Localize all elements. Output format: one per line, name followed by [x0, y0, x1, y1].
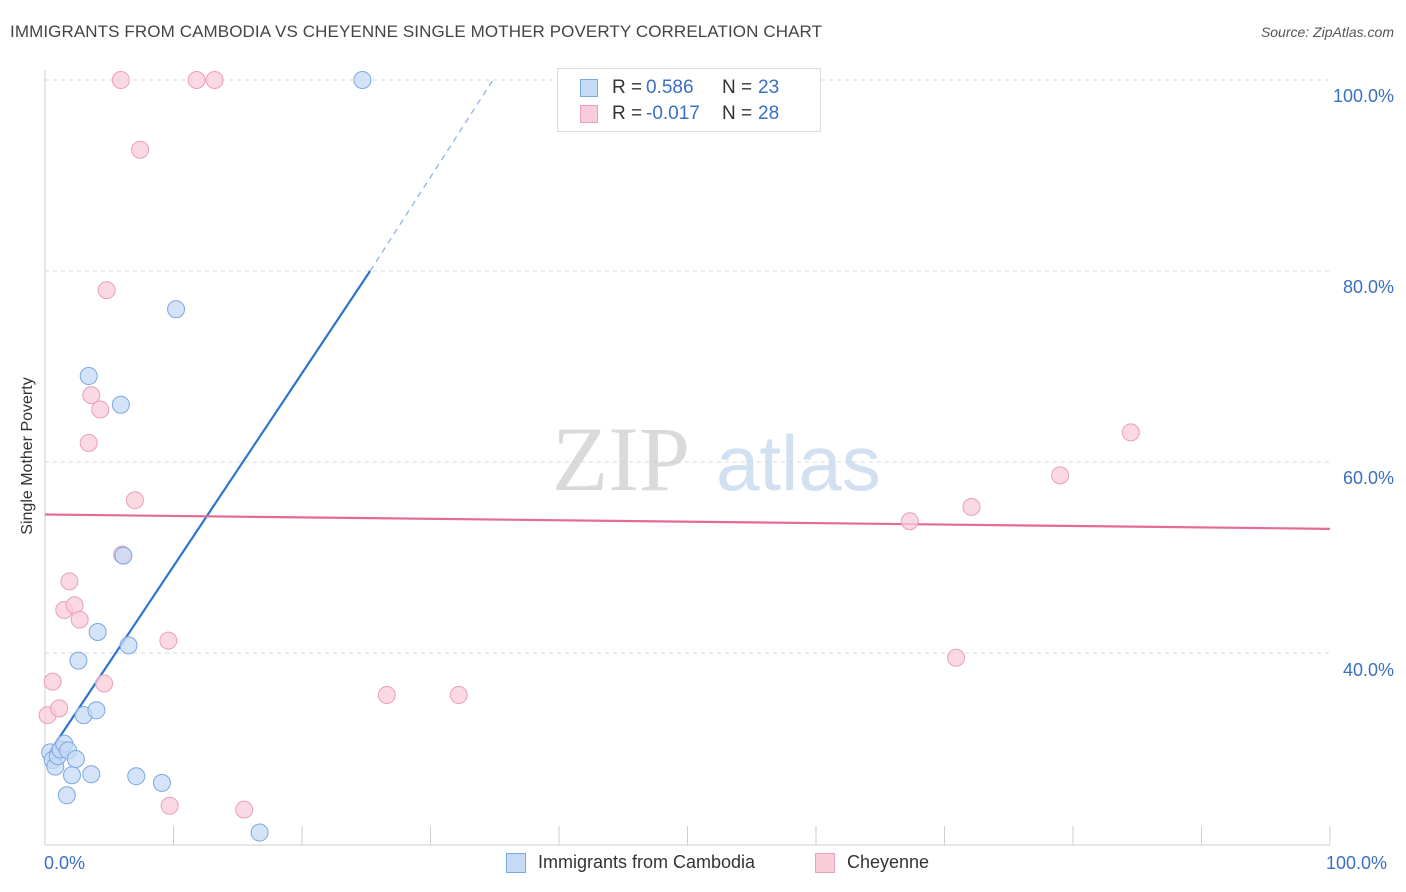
x-tick-label-min: 0.0%: [44, 853, 86, 873]
legend-marker-cheyenne: [815, 852, 835, 873]
r-value-cambodia: 0.586: [646, 77, 694, 98]
watermark: ZIP atlas: [552, 408, 881, 510]
watermark-atlas: atlas: [716, 419, 881, 507]
correlation-legend: R = 0.586 N = 23 R = -0.017 N = 28: [557, 68, 821, 132]
point-cheyenne: [377, 686, 396, 705]
r-label: R =: [612, 77, 643, 98]
y-axis-label: Single Mother Poverty: [19, 377, 36, 535]
point-cambodia: [167, 300, 186, 319]
point-cheyenne: [962, 497, 981, 516]
point-cambodia: [119, 636, 138, 655]
trend-lines: [44, 76, 1331, 754]
point-cheyenne: [50, 699, 69, 718]
point-cheyenne: [70, 610, 89, 629]
r-label: R =: [612, 103, 643, 124]
point-cambodia: [250, 823, 269, 842]
point-cambodia: [114, 546, 133, 565]
r-value-cheyenne: -0.017: [646, 103, 700, 124]
y-tick-label-100: 100.0%: [1332, 86, 1394, 106]
point-cheyenne: [1051, 466, 1070, 485]
point-cambodia: [82, 765, 101, 784]
point-cheyenne: [160, 796, 179, 815]
point-cambodia: [62, 766, 81, 785]
y-tick-label-80: 80.0%: [1342, 277, 1394, 297]
legend-item-cheyenne: Cheyenne: [815, 852, 929, 873]
point-cambodia: [87, 701, 106, 720]
legend-marker-cambodia: [506, 852, 526, 873]
point-cheyenne: [947, 648, 966, 667]
point-cheyenne: [43, 672, 62, 691]
point-cheyenne: [79, 433, 98, 452]
point-cambodia: [111, 395, 130, 414]
n-label: N =: [722, 103, 753, 124]
point-cheyenne: [91, 400, 110, 419]
point-cambodia: [353, 71, 372, 89]
point-cambodia: [88, 622, 107, 641]
legend-row-cheyenne: R = -0.017 N = 28: [580, 102, 779, 126]
point-cambodia: [69, 651, 88, 670]
n-value-cambodia: 23: [758, 77, 780, 98]
point-cheyenne: [125, 491, 144, 510]
point-cheyenne: [131, 140, 150, 159]
y-tick-label-40: 40.0%: [1342, 660, 1394, 680]
gridlines: [45, 79, 1330, 654]
trend-line-cheyenne: [44, 513, 1331, 530]
point-cambodia: [66, 750, 85, 769]
point-cheyenne: [82, 386, 101, 405]
trend-line-cambodia: [47, 270, 372, 754]
point-cheyenne: [111, 71, 130, 89]
legend-swatch-cambodia: [580, 79, 598, 97]
legend-item-cambodia: Immigrants from Cambodia: [506, 852, 755, 873]
point-cambodia: [127, 767, 146, 786]
point-cheyenne: [97, 281, 116, 300]
trend-line-cambodia-extension: [369, 76, 496, 272]
legend-swatch-cheyenne: [580, 105, 598, 123]
point-cheyenne: [449, 686, 468, 705]
legend-row-cambodia: R = 0.586 N = 23: [580, 76, 779, 100]
point-cheyenne: [95, 674, 114, 693]
legend-label-cheyenne: Cheyenne: [847, 852, 930, 872]
chart-title: IMMIGRANTS FROM CAMBODIA VS CHEYENNE SIN…: [10, 22, 823, 41]
point-cambodia: [79, 367, 98, 386]
point-cheyenne: [60, 572, 79, 591]
point-cheyenne: [187, 71, 206, 89]
data-points: [38, 71, 1140, 842]
n-label: N =: [722, 77, 753, 98]
point-cambodia: [152, 773, 171, 792]
chart-source: Source: ZipAtlas.com: [1260, 24, 1394, 40]
point-cheyenne: [159, 631, 178, 650]
point-cambodia: [57, 786, 76, 805]
watermark-zip: ZIP: [552, 408, 690, 510]
point-cheyenne: [1121, 423, 1140, 442]
point-cheyenne: [235, 800, 254, 819]
point-cheyenne: [900, 512, 919, 531]
x-tick-label-max: 100.0%: [1326, 853, 1388, 873]
n-value-cheyenne: 28: [758, 103, 780, 124]
y-tick-label-60: 60.0%: [1342, 468, 1394, 488]
point-cheyenne: [205, 71, 224, 89]
legend-label-cambodia: Immigrants from Cambodia: [538, 852, 756, 872]
